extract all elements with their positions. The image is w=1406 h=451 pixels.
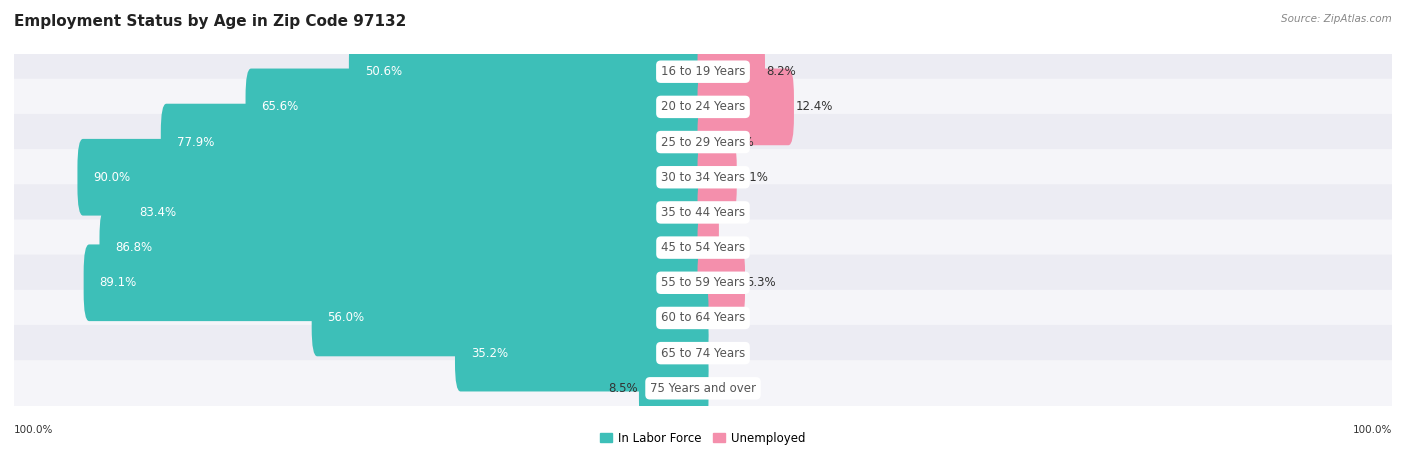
FancyBboxPatch shape: [697, 33, 765, 110]
FancyBboxPatch shape: [160, 104, 709, 180]
FancyBboxPatch shape: [13, 255, 1393, 311]
Text: 65.6%: 65.6%: [262, 101, 298, 113]
Text: 25 to 29 Years: 25 to 29 Years: [661, 136, 745, 148]
Text: 1.0%: 1.0%: [720, 206, 749, 219]
FancyBboxPatch shape: [13, 79, 1393, 135]
Text: 2.0%: 2.0%: [724, 136, 754, 148]
Text: 65 to 74 Years: 65 to 74 Years: [661, 347, 745, 359]
Legend: In Labor Force, Unemployed: In Labor Force, Unemployed: [596, 427, 810, 449]
Text: 0.0%: 0.0%: [710, 312, 740, 324]
FancyBboxPatch shape: [13, 149, 1393, 205]
Text: 4.1%: 4.1%: [738, 171, 768, 184]
Text: 77.9%: 77.9%: [177, 136, 214, 148]
Text: 100.0%: 100.0%: [1353, 425, 1392, 435]
Text: 5.3%: 5.3%: [747, 276, 776, 289]
Text: Source: ZipAtlas.com: Source: ZipAtlas.com: [1281, 14, 1392, 23]
FancyBboxPatch shape: [697, 244, 745, 321]
Text: 16 to 19 Years: 16 to 19 Years: [661, 65, 745, 78]
Text: 35.2%: 35.2%: [471, 347, 508, 359]
Text: Employment Status by Age in Zip Code 97132: Employment Status by Age in Zip Code 971…: [14, 14, 406, 28]
Text: 45 to 54 Years: 45 to 54 Years: [661, 241, 745, 254]
Text: 75 Years and over: 75 Years and over: [650, 382, 756, 395]
FancyBboxPatch shape: [77, 139, 709, 216]
Text: 55 to 59 Years: 55 to 59 Years: [661, 276, 745, 289]
FancyBboxPatch shape: [638, 350, 709, 427]
Text: 30 to 34 Years: 30 to 34 Years: [661, 171, 745, 184]
Text: 89.1%: 89.1%: [100, 276, 136, 289]
Text: 0.3%: 0.3%: [720, 241, 749, 254]
FancyBboxPatch shape: [697, 209, 718, 286]
FancyBboxPatch shape: [13, 360, 1393, 416]
Text: 8.2%: 8.2%: [766, 65, 796, 78]
FancyBboxPatch shape: [246, 69, 709, 145]
FancyBboxPatch shape: [697, 69, 794, 145]
FancyBboxPatch shape: [83, 244, 709, 321]
FancyBboxPatch shape: [13, 184, 1393, 240]
FancyBboxPatch shape: [100, 209, 709, 286]
FancyBboxPatch shape: [13, 220, 1393, 276]
FancyBboxPatch shape: [13, 44, 1393, 100]
FancyBboxPatch shape: [697, 174, 718, 251]
FancyBboxPatch shape: [697, 139, 737, 216]
Text: 35 to 44 Years: 35 to 44 Years: [661, 206, 745, 219]
FancyBboxPatch shape: [312, 280, 709, 356]
Text: 100.0%: 100.0%: [14, 425, 53, 435]
FancyBboxPatch shape: [13, 290, 1393, 346]
FancyBboxPatch shape: [122, 174, 709, 251]
Text: 60 to 64 Years: 60 to 64 Years: [661, 312, 745, 324]
FancyBboxPatch shape: [13, 114, 1393, 170]
Text: 83.4%: 83.4%: [139, 206, 176, 219]
Text: 56.0%: 56.0%: [328, 312, 364, 324]
Text: 8.5%: 8.5%: [607, 382, 637, 395]
Text: 86.8%: 86.8%: [115, 241, 152, 254]
FancyBboxPatch shape: [13, 325, 1393, 381]
Text: 12.4%: 12.4%: [796, 101, 832, 113]
Text: 50.6%: 50.6%: [364, 65, 402, 78]
Text: 0.0%: 0.0%: [710, 382, 740, 395]
Text: 90.0%: 90.0%: [93, 171, 131, 184]
FancyBboxPatch shape: [456, 315, 709, 391]
FancyBboxPatch shape: [349, 33, 709, 110]
Text: 20 to 24 Years: 20 to 24 Years: [661, 101, 745, 113]
FancyBboxPatch shape: [697, 104, 723, 180]
Text: 0.0%: 0.0%: [710, 347, 740, 359]
